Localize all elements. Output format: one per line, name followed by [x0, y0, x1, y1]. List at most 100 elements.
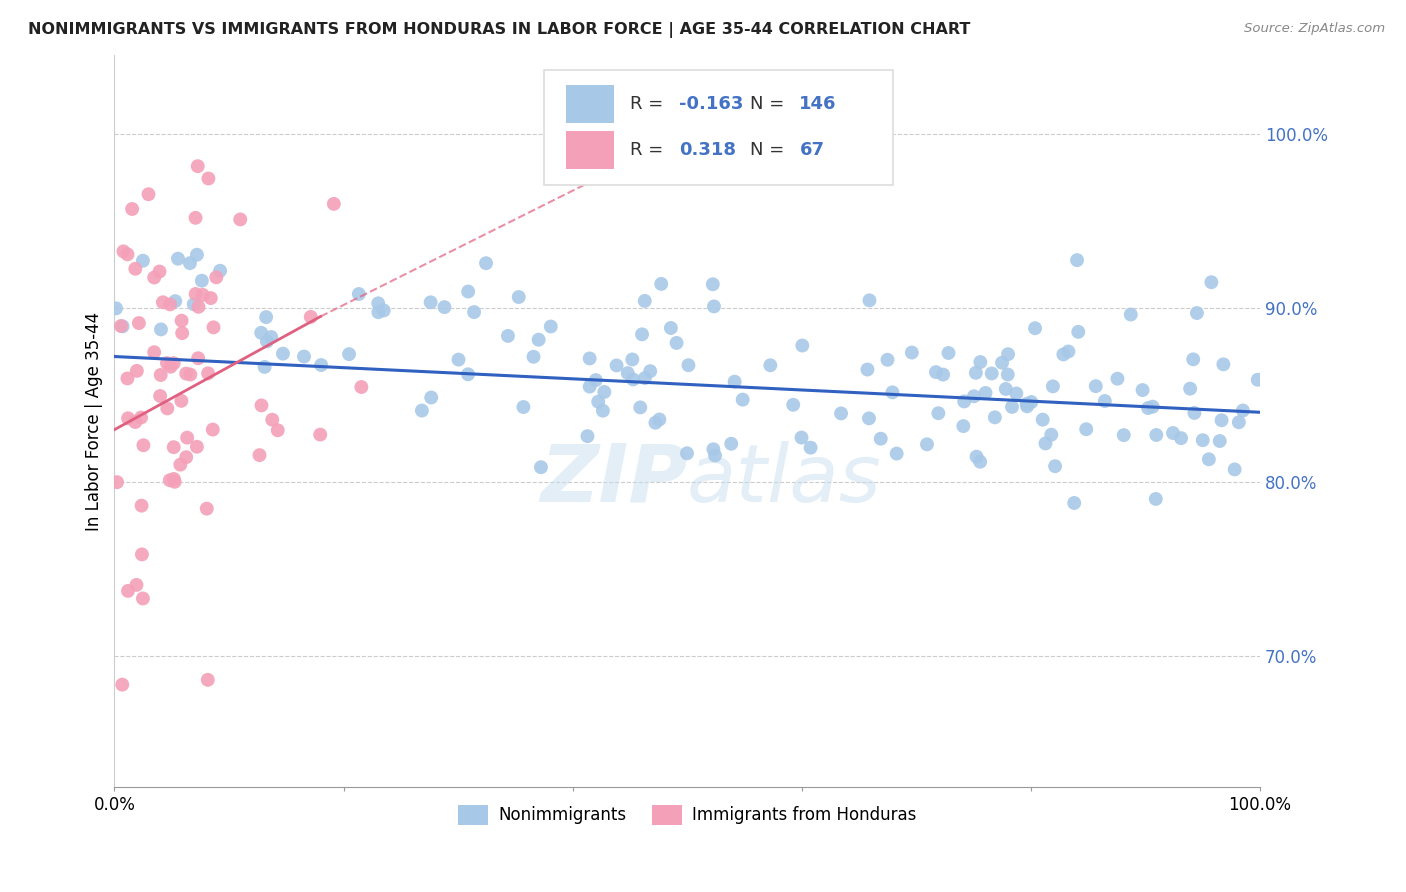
Point: [659, 321, 682, 335]
Text: 146: 146: [800, 95, 837, 113]
Point: [249, 448, 271, 462]
Point: [997, 368, 1019, 382]
Text: Source: ZipAtlas.com: Source: ZipAtlas.com: [1244, 22, 1385, 36]
Point: [209, 264, 232, 278]
Point: [1015, 397, 1038, 411]
Point: [125, 364, 148, 378]
Text: ZIP: ZIP: [540, 441, 688, 518]
Point: [163, 475, 186, 489]
Point: [197, 171, 219, 186]
Point: [631, 327, 654, 342]
Point: [616, 366, 638, 380]
Point: [1063, 496, 1085, 510]
Point: [1001, 400, 1024, 414]
Point: [105, 475, 128, 490]
Point: [984, 410, 1007, 425]
Point: [1170, 431, 1192, 445]
Point: [411, 403, 433, 417]
Point: [163, 472, 186, 486]
Point: [720, 436, 742, 450]
Point: [292, 350, 315, 364]
Point: [969, 455, 991, 469]
Point: [179, 256, 201, 270]
Point: [309, 427, 332, 442]
Point: [201, 423, 224, 437]
Point: [676, 446, 699, 460]
Point: [578, 351, 600, 366]
Point: [1035, 436, 1057, 450]
Point: [163, 356, 186, 370]
Point: [163, 440, 186, 454]
Point: [205, 270, 228, 285]
Point: [367, 305, 389, 319]
Point: [1076, 422, 1098, 436]
Point: [800, 441, 823, 455]
Point: [1042, 379, 1064, 393]
Point: [260, 330, 283, 344]
Text: N =: N =: [751, 141, 790, 160]
Point: [592, 403, 614, 417]
Point: [433, 300, 456, 314]
Point: [159, 473, 181, 487]
Point: [1015, 400, 1038, 414]
Point: [191, 287, 214, 301]
Point: [121, 202, 143, 216]
Point: [540, 319, 562, 334]
Point: [508, 290, 530, 304]
Point: [790, 431, 813, 445]
Text: R =: R =: [630, 141, 669, 160]
Point: [1142, 400, 1164, 414]
Point: [250, 399, 273, 413]
Point: [678, 358, 700, 372]
Point: [1161, 425, 1184, 440]
Point: [856, 362, 879, 376]
Point: [1212, 357, 1234, 371]
Text: 0.318: 0.318: [679, 141, 737, 160]
Point: [148, 264, 170, 278]
Point: [457, 285, 479, 299]
Point: [997, 347, 1019, 361]
Point: [576, 429, 599, 443]
Point: [165, 294, 187, 309]
Point: [901, 345, 924, 359]
Point: [1182, 352, 1205, 367]
Point: [253, 359, 276, 374]
Point: [648, 412, 671, 426]
Point: [202, 320, 225, 334]
Point: [792, 338, 814, 352]
Point: [128, 316, 150, 330]
Point: [132, 253, 155, 268]
Point: [1040, 427, 1063, 442]
Point: [578, 379, 600, 393]
Point: [1227, 415, 1250, 429]
Point: [628, 401, 651, 415]
Point: [1209, 434, 1232, 448]
Text: 67: 67: [800, 141, 824, 160]
Point: [938, 346, 960, 360]
Point: [299, 310, 322, 324]
Point: [112, 244, 135, 259]
FancyBboxPatch shape: [544, 70, 893, 186]
Point: [131, 548, 153, 562]
Point: [953, 394, 976, 409]
Y-axis label: In Labor Force | Age 35-44: In Labor Force | Age 35-44: [86, 311, 103, 531]
Point: [980, 367, 1002, 381]
Point: [1057, 344, 1080, 359]
Point: [149, 368, 172, 382]
Point: [159, 359, 181, 374]
Point: [419, 295, 441, 310]
Point: [965, 366, 987, 380]
Point: [149, 389, 172, 403]
Point: [197, 367, 219, 381]
Point: [522, 350, 544, 364]
Point: [179, 368, 201, 382]
Point: [585, 373, 607, 387]
Point: [731, 392, 754, 407]
Text: NONIMMIGRANTS VS IMMIGRANTS FROM HONDURAS IN LABOR FORCE | AGE 35-44 CORRELATION: NONIMMIGRANTS VS IMMIGRANTS FROM HONDURA…: [28, 22, 970, 38]
Point: [1191, 433, 1213, 447]
Point: [1119, 308, 1142, 322]
Point: [1184, 406, 1206, 420]
Point: [704, 449, 727, 463]
Point: [132, 438, 155, 452]
Point: [184, 211, 207, 225]
